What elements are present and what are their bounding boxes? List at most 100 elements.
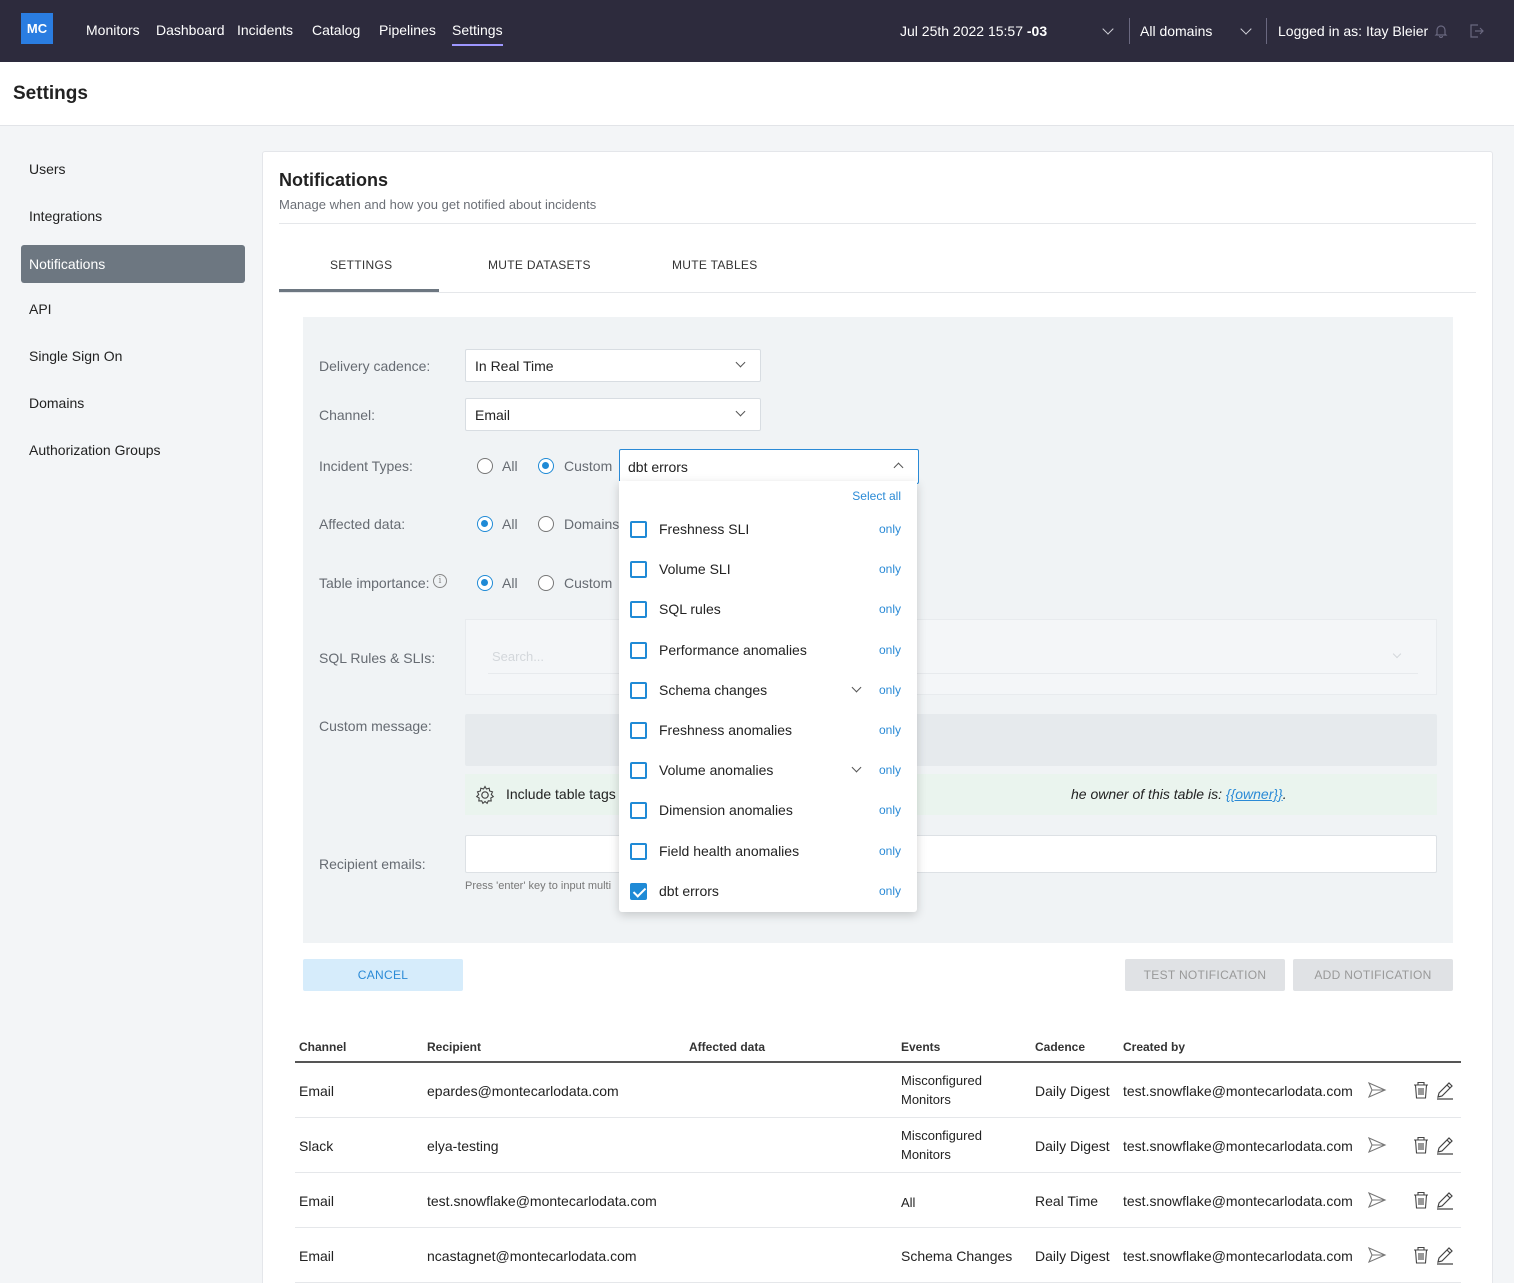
add-notification-button[interactable]: ADD NOTIFICATION — [1293, 959, 1453, 991]
edit-icon[interactable] — [1435, 1245, 1455, 1265]
trash-icon[interactable] — [1411, 1245, 1431, 1265]
only-link[interactable]: only — [878, 763, 901, 778]
domain-selector[interactable]: All domains — [1140, 23, 1213, 39]
date-picker[interactable]: Jul 25th 2022 15:57 -03 — [900, 23, 1047, 39]
only-link[interactable]: only — [878, 883, 901, 898]
send-icon[interactable] — [1367, 1190, 1387, 1210]
option-checkbox[interactable] — [630, 561, 647, 579]
tab-mute-datasets[interactable]: MUTE DATASETS — [488, 258, 591, 272]
chevron-down-icon[interactable] — [851, 682, 862, 693]
only-link[interactable]: only — [878, 522, 901, 536]
option-label: Freshness anomalies — [659, 722, 793, 738]
dropdown-option[interactable]: Freshness anomalies only — [619, 710, 917, 750]
cell-cadence: Daily Digest — [1035, 1248, 1110, 1264]
custom-message-input[interactable] — [465, 714, 1437, 766]
dropdown-option[interactable]: Dimension anomalies only — [619, 790, 917, 830]
tag-note-example-text: he owner of this table is: — [1071, 786, 1226, 802]
select-all-link[interactable]: Select all — [852, 489, 901, 503]
info-icon[interactable]: i — [433, 574, 447, 588]
dropdown-option[interactable]: Volume SLI only — [619, 549, 917, 589]
cell-created-by: test.snowflake@montecarlodata.com — [1123, 1138, 1353, 1154]
cell-cadence: Daily Digest — [1035, 1138, 1110, 1154]
edit-icon[interactable] — [1435, 1080, 1455, 1100]
bell-icon[interactable] — [1434, 24, 1448, 38]
sidebar-item-domains[interactable]: Domains — [29, 395, 85, 411]
active-tab-indicator — [279, 289, 439, 292]
only-link[interactable]: only — [878, 602, 901, 617]
channel-select[interactable]: Email — [465, 398, 761, 431]
sidebar-item-api[interactable]: API — [29, 301, 52, 317]
send-icon[interactable] — [1367, 1080, 1387, 1100]
cell-created-by: test.snowflake@montecarlodata.com — [1123, 1083, 1353, 1099]
option-checkbox[interactable] — [630, 722, 647, 739]
option-checkbox[interactable] — [630, 641, 647, 659]
tab-mute-tables[interactable]: MUTE TABLES — [672, 258, 758, 272]
only-link[interactable]: only — [878, 562, 901, 577]
owner-token[interactable]: {{owner}} — [1225, 786, 1283, 802]
cancel-button[interactable]: CANCEL — [303, 959, 463, 991]
nav-pipelines[interactable]: Pipelines — [379, 22, 436, 38]
only-link[interactable]: only — [878, 682, 901, 697]
incident-types-select[interactable]: dbt errors — [619, 449, 919, 484]
edit-icon[interactable] — [1435, 1190, 1455, 1210]
importance-custom-radio[interactable] — [538, 575, 554, 591]
option-label: Freshness SLI — [659, 521, 750, 537]
only-link[interactable]: only — [878, 642, 901, 657]
dropdown-option[interactable]: Field health anomalies only — [619, 831, 917, 871]
logo[interactable]: MC — [21, 13, 53, 44]
dropdown-option[interactable]: Schema changes only — [619, 670, 917, 710]
nav-dashboard[interactable]: Dashboard — [156, 22, 225, 38]
option-label: Field health anomalies — [659, 842, 800, 859]
chevron-down-icon[interactable] — [1240, 23, 1252, 35]
sidebar-item-sso[interactable]: Single Sign On — [29, 348, 123, 364]
delivery-cadence-select[interactable]: In Real Time — [465, 349, 761, 382]
recipient-emails-input[interactable] — [465, 835, 1437, 873]
logout-icon[interactable] — [1469, 23, 1485, 39]
dropdown-option[interactable]: SQL rules only — [619, 589, 917, 629]
send-icon[interactable] — [1367, 1245, 1387, 1265]
affected-domains-radio[interactable] — [538, 516, 554, 532]
option-checkbox[interactable] — [630, 762, 647, 780]
option-checkbox[interactable] — [630, 521, 647, 538]
option-checkbox[interactable] — [630, 802, 647, 820]
sql-rules-search[interactable]: Search... — [488, 640, 1418, 674]
nav-monitors[interactable]: Monitors — [86, 22, 140, 38]
logged-in-user: Logged in as: Itay Bleier — [1278, 23, 1429, 39]
only-link[interactable]: only — [878, 843, 901, 858]
sidebar-item-authorization-groups[interactable]: Authorization Groups — [29, 442, 161, 458]
option-checkbox[interactable] — [630, 601, 647, 619]
nav-settings[interactable]: Settings — [452, 22, 503, 46]
trash-icon[interactable] — [1411, 1190, 1431, 1210]
cell-events: Schema Changes — [901, 1248, 1013, 1264]
custom-message-label: Custom message: — [319, 718, 432, 734]
cell-channel: Email — [299, 1083, 335, 1099]
incident-custom-radio[interactable] — [538, 458, 554, 474]
option-checkbox[interactable] — [630, 882, 647, 900]
tab-settings[interactable]: SETTINGS — [330, 258, 393, 272]
sidebar-item-users[interactable]: Users — [29, 161, 66, 177]
sidebar-item-integrations[interactable]: Integrations — [29, 208, 103, 224]
option-checkbox[interactable] — [630, 842, 647, 860]
send-icon[interactable] — [1367, 1135, 1387, 1155]
edit-icon[interactable] — [1435, 1135, 1455, 1155]
incident-all-radio[interactable] — [477, 458, 493, 474]
only-link[interactable]: only — [878, 803, 901, 818]
dropdown-option[interactable]: Freshness SLI only — [619, 509, 917, 549]
table-row: Email epardes@montecarlodata.com Misconf… — [295, 1063, 1461, 1118]
importance-all-radio[interactable] — [477, 575, 493, 591]
dropdown-option[interactable]: Performance anomalies only — [619, 630, 917, 670]
trash-icon[interactable] — [1411, 1080, 1431, 1100]
incident-custom-label: Custom — [564, 458, 613, 474]
only-link[interactable]: only — [878, 723, 901, 737]
test-notification-button[interactable]: TEST NOTIFICATION — [1125, 959, 1285, 991]
dropdown-option[interactable]: Volume anomalies only — [619, 750, 917, 790]
nav-incidents[interactable]: Incidents — [237, 22, 294, 38]
nav-catalog[interactable]: Catalog — [312, 22, 361, 38]
option-checkbox[interactable] — [630, 681, 647, 699]
chevron-down-icon[interactable] — [1102, 23, 1114, 35]
sidebar-item-notifications[interactable]: Notifications — [21, 245, 245, 283]
dropdown-option[interactable]: dbt errors only — [619, 871, 917, 911]
chevron-down-icon[interactable] — [851, 762, 862, 773]
trash-icon[interactable] — [1411, 1135, 1431, 1155]
affected-all-radio[interactable] — [477, 516, 493, 532]
